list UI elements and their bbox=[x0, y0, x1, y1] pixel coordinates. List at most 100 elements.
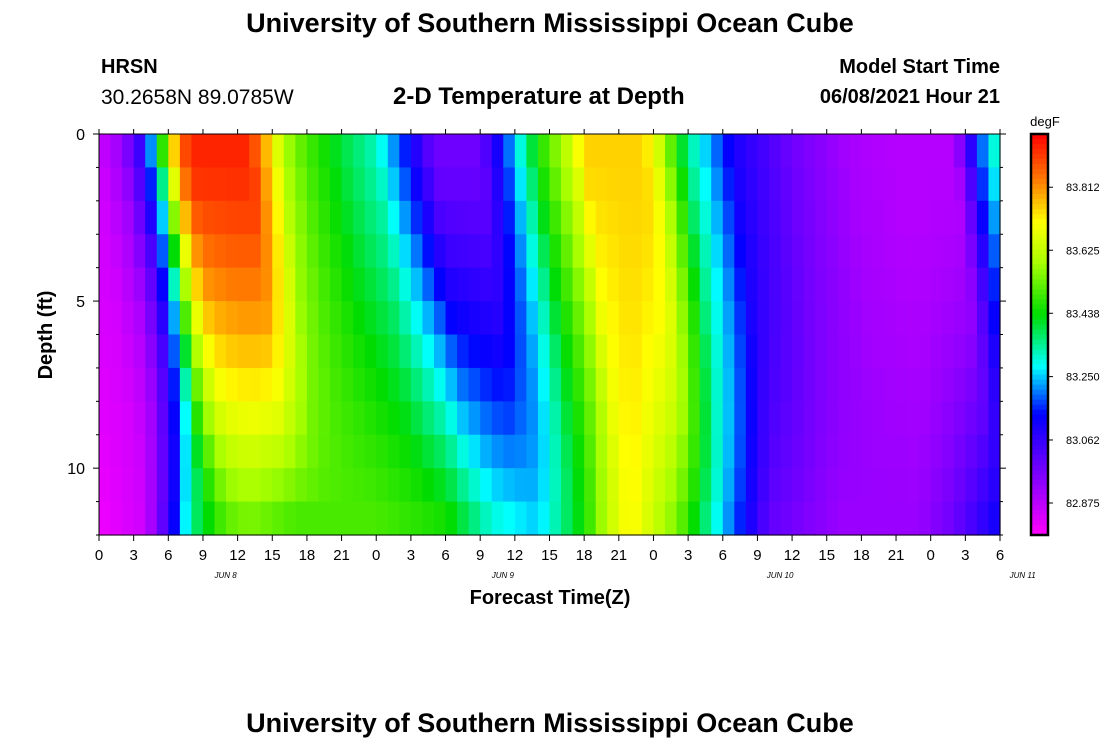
heatmap-cell bbox=[838, 334, 851, 369]
heatmap-cell bbox=[480, 434, 493, 469]
x-axis: 0 3 6 9 12 15 18 21 0 3 6 9 12 15 18 21 0 3 6 9 12 15 18 21 0 3 6J… bbox=[95, 129, 1036, 580]
footer-title: University of Southern Mississippi Ocean… bbox=[246, 708, 854, 738]
heatmap-cell bbox=[792, 267, 805, 302]
heatmap-cell bbox=[468, 468, 481, 503]
heatmap-cell bbox=[110, 167, 123, 202]
heatmap-cell bbox=[641, 468, 655, 503]
heatmap-cell bbox=[433, 401, 447, 436]
heatmap-cell bbox=[838, 234, 851, 269]
heatmap-cell bbox=[330, 367, 343, 402]
heatmap-cell bbox=[930, 200, 943, 235]
colorbar-segment bbox=[1031, 294, 1048, 301]
heatmap-cell bbox=[872, 501, 886, 536]
heatmap-cell bbox=[122, 267, 135, 302]
heatmap-cell bbox=[815, 401, 828, 436]
heatmap-cell bbox=[976, 401, 990, 436]
heatmap-cell bbox=[711, 401, 724, 436]
heatmap-cell bbox=[457, 134, 470, 169]
heatmap-cell bbox=[665, 234, 678, 269]
heatmap-cell bbox=[965, 200, 978, 235]
colorbar-tick-label: 83.625 bbox=[1066, 245, 1100, 257]
heatmap-cell bbox=[457, 434, 470, 469]
heatmap-cell bbox=[618, 334, 631, 369]
heatmap-cell bbox=[838, 267, 851, 302]
heatmap-cell bbox=[884, 501, 897, 536]
heatmap-cell bbox=[480, 234, 493, 269]
heatmap-cell bbox=[595, 501, 608, 536]
heatmap-cell bbox=[641, 401, 655, 436]
heatmap-cell bbox=[503, 501, 516, 536]
heatmap-cell bbox=[884, 134, 897, 169]
x-day-label: JUN 11 bbox=[1009, 571, 1036, 580]
heatmap-cell bbox=[376, 367, 389, 402]
heatmap-cell bbox=[653, 367, 666, 402]
heatmap-cell bbox=[341, 234, 354, 269]
heatmap-cell bbox=[745, 434, 759, 469]
x-tick-label: 6 bbox=[719, 547, 727, 564]
heatmap-cell bbox=[665, 401, 678, 436]
heatmap-cell bbox=[988, 134, 1001, 169]
colorbar-segment bbox=[1031, 339, 1048, 346]
colorbar-segment bbox=[1031, 519, 1048, 526]
heatmap-cell bbox=[202, 334, 216, 369]
heatmap-cell bbox=[584, 301, 597, 336]
heatmap-cell bbox=[930, 301, 943, 336]
heatmap-cell bbox=[584, 367, 597, 402]
heatmap-cell bbox=[99, 234, 112, 269]
heatmap-cell bbox=[445, 468, 458, 503]
heatmap-cell bbox=[156, 200, 169, 235]
y-axis-label: Depth (ft) bbox=[35, 291, 57, 380]
colorbar-segment bbox=[1031, 324, 1048, 331]
heatmap-cell bbox=[549, 234, 562, 269]
heatmap-cell bbox=[641, 501, 655, 536]
x-tick-label: 21 bbox=[610, 547, 627, 564]
heatmap-cell bbox=[330, 234, 343, 269]
colorbar-tick-label: 83.250 bbox=[1066, 372, 1100, 384]
heatmap-cell bbox=[953, 401, 966, 436]
heatmap-cell bbox=[399, 501, 412, 536]
heatmap-cell bbox=[330, 267, 343, 302]
heatmap-cell bbox=[780, 234, 793, 269]
heatmap-cell bbox=[422, 401, 435, 436]
heatmap-cell bbox=[514, 167, 527, 202]
colorbar-segment bbox=[1031, 154, 1048, 160]
heatmap-cell bbox=[561, 401, 574, 436]
heatmap-cell bbox=[976, 234, 990, 269]
heatmap-cell bbox=[930, 367, 943, 402]
heatmap-cell bbox=[191, 367, 204, 402]
heatmap-cell bbox=[179, 367, 193, 402]
heatmap-cell bbox=[376, 468, 389, 503]
heatmap-cell bbox=[849, 200, 862, 235]
heatmap-cell bbox=[884, 234, 897, 269]
heatmap-cell bbox=[676, 334, 689, 369]
heatmap-cell bbox=[168, 367, 181, 402]
heatmap-cell bbox=[907, 134, 920, 169]
heatmap-cell bbox=[283, 367, 296, 402]
colorbar-segment bbox=[1031, 249, 1048, 255]
heatmap-cell bbox=[561, 501, 574, 536]
colorbar-segment bbox=[1031, 479, 1048, 486]
heatmap-cell bbox=[607, 301, 620, 336]
heatmap-cell bbox=[306, 267, 320, 302]
heatmap-cell bbox=[942, 301, 955, 336]
heatmap-cell bbox=[665, 267, 678, 302]
heatmap-cell bbox=[457, 167, 470, 202]
heatmap-cell bbox=[330, 468, 343, 503]
heatmap-cell bbox=[768, 301, 782, 336]
heatmap-cell bbox=[330, 434, 343, 469]
heatmap-cell bbox=[861, 167, 874, 202]
heatmap-cell bbox=[433, 200, 447, 235]
heatmap-cell bbox=[364, 334, 377, 369]
heatmap-cell bbox=[988, 200, 1001, 235]
heatmap-cell bbox=[988, 234, 1001, 269]
heatmap-cell bbox=[249, 334, 262, 369]
heatmap-cell bbox=[872, 334, 886, 369]
colorbar-tick-label: 82.875 bbox=[1066, 498, 1100, 510]
heatmap-cell bbox=[202, 501, 216, 536]
colorbar-segment bbox=[1031, 409, 1048, 416]
heatmap-cell bbox=[156, 167, 169, 202]
heatmap-cell bbox=[514, 334, 527, 369]
heatmap-cell bbox=[226, 401, 239, 436]
colorbar-unit: degF bbox=[1030, 114, 1060, 129]
heatmap-cell bbox=[214, 234, 227, 269]
